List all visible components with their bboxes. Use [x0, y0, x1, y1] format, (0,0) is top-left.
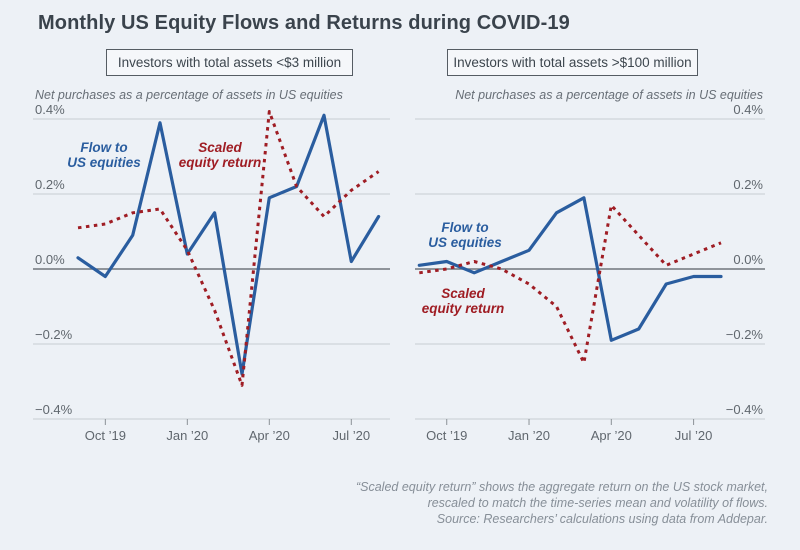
x-axis-tick-label: Apr ’20	[249, 428, 290, 443]
x-axis-tick-label: Oct ’19	[85, 428, 126, 443]
footnote-line-2: rescaled to match the time-series mean a…	[427, 496, 768, 510]
return-series-label: Scaled	[441, 286, 485, 301]
x-axis-tick-label: Jul ’20	[333, 428, 371, 443]
y-axis-tick-label: −0.4%	[35, 402, 73, 417]
flow-series-label: Flow to	[441, 220, 488, 235]
flow-series-label: US equities	[67, 155, 141, 170]
flow-series-label: Flow to	[80, 140, 127, 155]
flow-series-line	[76, 113, 381, 376]
y-axis-tick-label: 0.2%	[35, 177, 65, 192]
panel-label-small-investors: Investors with total assets <$3 million	[106, 49, 353, 76]
x-axis-tick-label: Oct ’19	[426, 428, 467, 443]
axis-note-right: Net purchases as a percentage of assets …	[455, 88, 763, 102]
return-series-label: equity return	[422, 301, 505, 316]
x-axis-tick-label: Jul ’20	[675, 428, 713, 443]
flow-series-label: US equities	[428, 235, 502, 250]
y-axis-tick-label: 0.4%	[35, 104, 65, 117]
figure-title: Monthly US Equity Flows and Returns duri…	[38, 12, 570, 34]
y-axis-tick-label: −0.4%	[726, 402, 764, 417]
y-axis-tick-label: 0.2%	[733, 177, 763, 192]
flow-series-line	[417, 196, 723, 342]
return-series-line	[419, 203, 722, 365]
y-axis-tick-label: −0.2%	[726, 327, 764, 342]
return-series-label: equity return	[179, 155, 262, 170]
x-axis-tick-label: Jan ’20	[508, 428, 550, 443]
chart-small-investors: 0.4% 0.2% 0.0% −0.2% −0.4% Oct ’19 Jan ’20 Apr …	[33, 102, 390, 444]
panel-label-large-investors: Investors with total assets >$100 millio…	[447, 49, 698, 76]
footnote-line-1: “Scaled equity return” shows the aggrega…	[355, 480, 768, 494]
y-axis-tick-label: 0.0%	[733, 252, 763, 267]
x-axis-tick-label: Jan ’20	[166, 428, 208, 443]
return-series-line	[77, 110, 380, 387]
figure-footnote: “Scaled equity return” shows the aggrega…	[356, 479, 768, 527]
flow-return-line-chart: 0.4% 0.2% 0.0% −0.2% −0.4% Oct ’19 Jan ’20 Apr …	[33, 102, 390, 443]
flow-return-line-chart: 0.4% 0.2% 0.0% −0.2% −0.4% Oct ’19 Jan ’20 Apr …	[415, 102, 765, 443]
y-axis-tick-label: 0.4%	[733, 104, 763, 117]
x-axis-tick-label: Apr ’20	[591, 428, 632, 443]
y-axis-tick-label: −0.2%	[35, 327, 73, 342]
axis-note-left: Net purchases as a percentage of assets …	[35, 88, 343, 102]
footnote-line-3: Source: Researchers’ calculations using …	[436, 512, 768, 526]
y-axis-tick-label: 0.0%	[35, 252, 65, 267]
chart-large-investors: 0.4% 0.2% 0.0% −0.2% −0.4% Oct ’19 Jan ’20 Apr …	[408, 102, 765, 444]
return-series-label: Scaled	[198, 140, 242, 155]
